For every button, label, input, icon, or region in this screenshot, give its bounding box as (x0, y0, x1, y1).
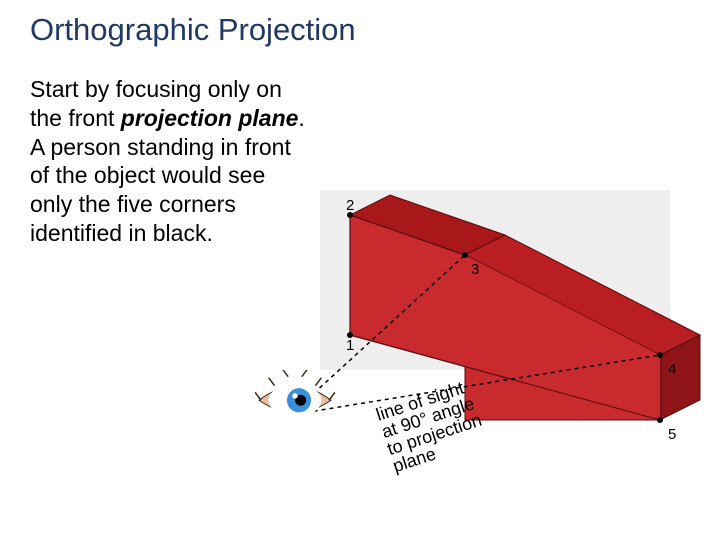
diagram-svg (315, 180, 710, 430)
body-emphasis: projection plane (121, 105, 299, 131)
slide: { "title": { "text": "Orthographic Proje… (0, 0, 720, 540)
page-title: Orthographic Projection (30, 12, 356, 48)
body-text: Start by focusing only on the front proj… (30, 75, 310, 248)
projection-diagram: 1 2 3 4 5 line of sight at 90° angle to … (315, 180, 710, 430)
eye-svg (255, 370, 335, 425)
corner-label-4: 4 (668, 361, 676, 378)
corner-label-5: 5 (668, 426, 676, 443)
body-period: . (298, 105, 304, 131)
corner-label-2: 2 (346, 197, 354, 214)
corner-label-1: 1 (346, 337, 354, 354)
eye-icon (255, 370, 335, 425)
body-part2: A person standing in front of the object… (30, 134, 291, 246)
corner-label-3: 3 (471, 261, 479, 278)
